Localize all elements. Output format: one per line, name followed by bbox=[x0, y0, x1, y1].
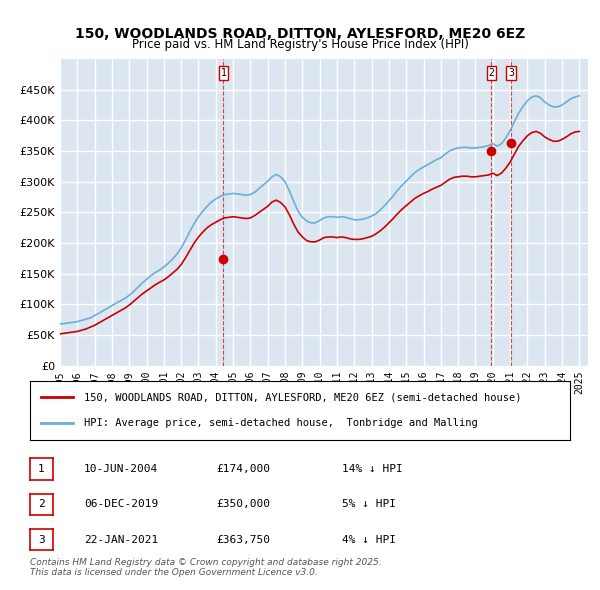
Text: 5% ↓ HPI: 5% ↓ HPI bbox=[342, 500, 396, 509]
Text: 1: 1 bbox=[220, 68, 226, 78]
Text: £174,000: £174,000 bbox=[216, 464, 270, 474]
Text: 22-JAN-2021: 22-JAN-2021 bbox=[84, 535, 158, 545]
Text: 150, WOODLANDS ROAD, DITTON, AYLESFORD, ME20 6EZ (semi-detached house): 150, WOODLANDS ROAD, DITTON, AYLESFORD, … bbox=[84, 392, 521, 402]
Text: 150, WOODLANDS ROAD, DITTON, AYLESFORD, ME20 6EZ: 150, WOODLANDS ROAD, DITTON, AYLESFORD, … bbox=[75, 27, 525, 41]
Text: 2: 2 bbox=[488, 68, 494, 78]
Text: Price paid vs. HM Land Registry's House Price Index (HPI): Price paid vs. HM Land Registry's House … bbox=[131, 38, 469, 51]
Text: 14% ↓ HPI: 14% ↓ HPI bbox=[342, 464, 403, 474]
Text: 1: 1 bbox=[38, 464, 45, 474]
Text: HPI: Average price, semi-detached house,  Tonbridge and Malling: HPI: Average price, semi-detached house,… bbox=[84, 418, 478, 428]
Text: 10-JUN-2004: 10-JUN-2004 bbox=[84, 464, 158, 474]
Text: 3: 3 bbox=[508, 68, 514, 78]
Text: £350,000: £350,000 bbox=[216, 500, 270, 509]
Text: 4% ↓ HPI: 4% ↓ HPI bbox=[342, 535, 396, 545]
Text: 3: 3 bbox=[38, 535, 45, 545]
Text: Contains HM Land Registry data © Crown copyright and database right 2025.
This d: Contains HM Land Registry data © Crown c… bbox=[30, 558, 382, 577]
Text: 06-DEC-2019: 06-DEC-2019 bbox=[84, 500, 158, 509]
Text: 2: 2 bbox=[38, 500, 45, 509]
Text: £363,750: £363,750 bbox=[216, 535, 270, 545]
